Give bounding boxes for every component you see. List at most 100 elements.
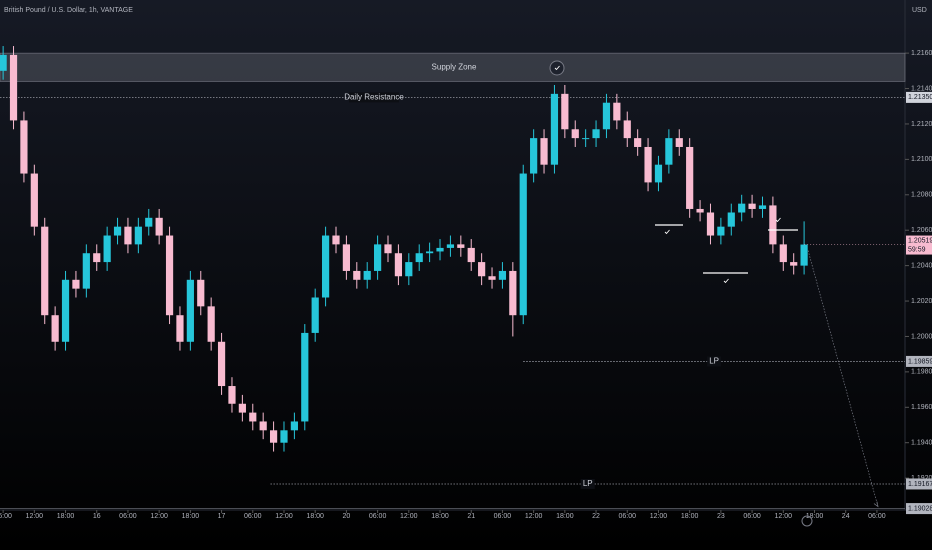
- chart-title: British Pound / U.S. Dollar, 1h, VANTAGE: [4, 7, 133, 14]
- level-label-bg: [707, 356, 722, 367]
- candle-body: [384, 244, 392, 254]
- candle-body: [717, 226, 725, 236]
- price-label: 1.20519: [908, 237, 932, 244]
- candle-body: [488, 276, 496, 280]
- x-tick-label: 06:00: [868, 513, 886, 520]
- checkmark: [554, 65, 560, 71]
- level-label: Daily Resistance: [344, 93, 404, 102]
- x-tick-label: 06:00: [0, 513, 12, 520]
- candle-body: [738, 203, 746, 213]
- candle-body: [602, 102, 611, 130]
- y-tick-label: 1.19800: [911, 369, 932, 376]
- candle-body: [353, 270, 361, 280]
- price-label-bg: [906, 91, 932, 103]
- candle-body: [592, 129, 600, 139]
- candle-body: [561, 93, 569, 130]
- candle-body: [238, 403, 246, 413]
- candle-body: [467, 247, 475, 263]
- candle-body: [363, 270, 371, 280]
- x-tick-label: 06:00: [743, 513, 761, 520]
- candle-body: [644, 146, 652, 183]
- candle-body: [405, 262, 413, 277]
- candle-body: [217, 341, 226, 387]
- x-tick-label: 12:00: [775, 513, 793, 520]
- candle-body: [550, 93, 559, 165]
- candle-body: [332, 235, 340, 245]
- candle-body: [613, 102, 621, 121]
- y-tick-label: 1.20200: [911, 298, 932, 305]
- x-tick-label: 18:00: [431, 513, 449, 520]
- candle-body: [155, 217, 163, 236]
- x-tick-label: 18:00: [182, 513, 200, 520]
- candle-body: [134, 226, 142, 245]
- candle-body: [72, 279, 80, 289]
- x-tick-label: 12:00: [525, 513, 543, 520]
- x-tick-label: 23: [717, 513, 725, 520]
- countdown: 59:59: [908, 246, 926, 253]
- candle-body: [301, 332, 309, 422]
- x-tick-label: 12:00: [650, 513, 668, 520]
- candle-body: [342, 244, 350, 271]
- candle-body: [790, 262, 798, 266]
- candle-body: [696, 208, 704, 213]
- x-tick-label: 06:00: [618, 513, 636, 520]
- candle-body: [103, 235, 111, 263]
- candle-body: [207, 306, 215, 342]
- candle-body: [93, 253, 101, 263]
- y-tick-label: 1.20800: [911, 192, 932, 199]
- x-tick-label: 12:00: [400, 513, 418, 520]
- candle-body: [582, 138, 590, 140]
- x-tick-label: 16: [93, 513, 101, 520]
- x-tick-label: 06:00: [119, 513, 137, 520]
- candle-body: [311, 297, 319, 333]
- x-tick-label: 18:00: [806, 513, 824, 520]
- x-tick-label: 22: [592, 513, 600, 520]
- candle-body: [426, 251, 434, 254]
- y-tick-label: 1.19400: [911, 440, 932, 447]
- candle-body: [41, 226, 49, 316]
- candle-body: [51, 315, 59, 342]
- level-label-bg: [349, 92, 399, 103]
- checkmark: [775, 217, 781, 223]
- candle-body: [727, 212, 735, 227]
- price-label-bg: [906, 503, 932, 515]
- level-label: LP: [709, 357, 719, 366]
- x-tick-label: 18:00: [57, 513, 75, 520]
- candle-body: [769, 205, 777, 245]
- candle-body: [124, 226, 132, 245]
- candle-body: [457, 244, 465, 248]
- candle-body: [30, 173, 38, 227]
- candle-body: [571, 129, 579, 139]
- price-label: 1.21350: [908, 94, 932, 101]
- currency: USD: [912, 7, 927, 14]
- projection: [807, 250, 879, 507]
- x-tick-label: 17: [218, 513, 226, 520]
- y-tick-label: 1.20400: [911, 262, 932, 269]
- candle-body: [446, 244, 455, 248]
- price-label-bg: [906, 355, 932, 367]
- candle-body: [113, 226, 122, 236]
- candle-body: [321, 235, 330, 298]
- x-tick-label: 21: [467, 513, 475, 520]
- x-tick-label: 12:00: [275, 513, 293, 520]
- candle-body: [394, 253, 403, 277]
- y-tick-label: 1.20600: [911, 227, 932, 234]
- x-tick-label: 06:00: [369, 513, 387, 520]
- price-label: 1.19028: [908, 505, 932, 512]
- y-tick-label: 1.21200: [911, 121, 932, 128]
- zone-label: Supply Zone: [432, 62, 477, 71]
- candle-body: [165, 235, 174, 316]
- candle-body: [259, 421, 267, 431]
- candle-body: [280, 430, 288, 443]
- candle-body: [0, 54, 7, 71]
- candle-body: [623, 120, 631, 139]
- event-marker: [801, 515, 813, 527]
- price-label-bg: [906, 478, 932, 490]
- candle-body: [748, 203, 756, 209]
- level-label: LP: [583, 479, 593, 488]
- checkmark: [664, 229, 670, 235]
- x-tick-label: 06:00: [244, 513, 262, 520]
- y-tick-label: 1.19600: [911, 404, 932, 411]
- candle-body: [269, 430, 278, 443]
